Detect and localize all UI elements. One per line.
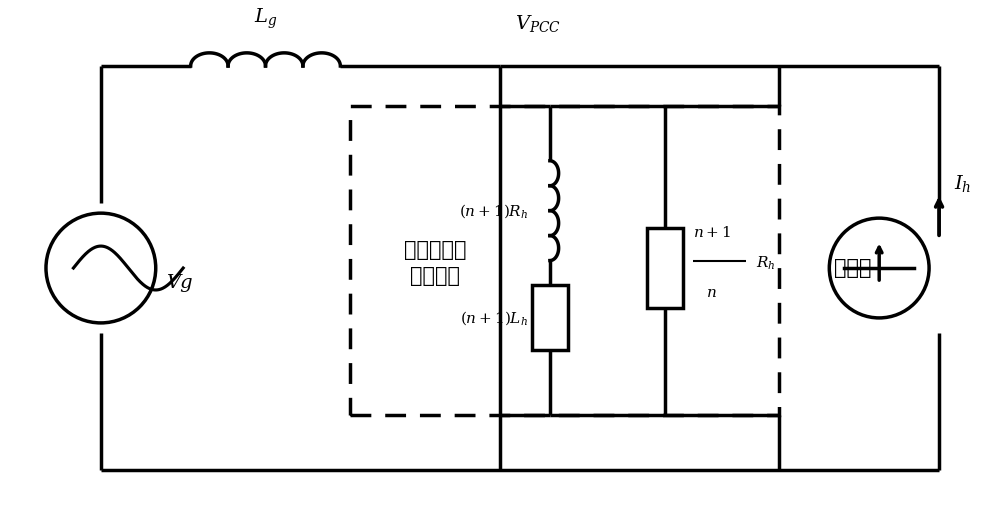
Text: $n+1$: $n+1$ [693,225,731,240]
Text: $(n+1)R_h$: $(n+1)R_h$ [459,202,528,219]
Text: $R_h$: $R_h$ [756,254,776,272]
Bar [647,228,683,308]
Bar [350,106,779,415]
Text: $L_g$: $L_g$ [254,7,277,31]
Text: $(n+1)L_h$: $(n+1)L_h$ [460,310,528,328]
Text: Vg: Vg [166,274,192,292]
Bar [532,285,568,350]
Text: 复合型虚拟
谐波阻抗: 复合型虚拟 谐波阻抗 [404,240,466,286]
Text: $V_{PCC}$: $V_{PCC}$ [515,13,561,34]
Text: $I_h$: $I_h$ [954,173,972,194]
Text: $n$: $n$ [706,286,717,300]
Text: 谐波源: 谐波源 [834,258,872,278]
